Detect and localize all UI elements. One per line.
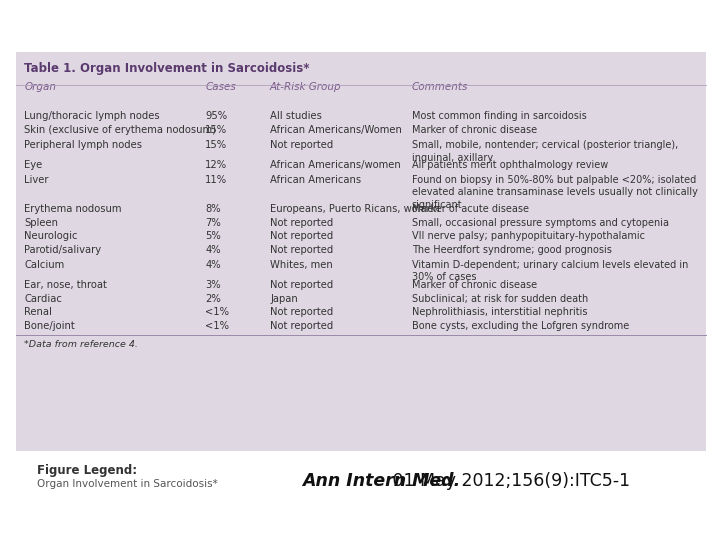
Text: <1%: <1% (205, 307, 229, 318)
Text: Not reported: Not reported (270, 245, 333, 255)
Text: 01 May 2012;156(9):ITC5-1: 01 May 2012;156(9):ITC5-1 (387, 472, 631, 490)
Text: Table 1. Organ Involvement in Sarcoidosis*: Table 1. Organ Involvement in Sarcoidosi… (24, 62, 310, 75)
Text: Marker of chronic disease: Marker of chronic disease (412, 125, 537, 135)
Text: Comments: Comments (412, 82, 468, 92)
Text: Not reported: Not reported (270, 307, 333, 318)
Text: Spleen: Spleen (24, 218, 58, 227)
Text: Vitamin D-dependent; urinary calcium levels elevated in
30% of cases: Vitamin D-dependent; urinary calcium lev… (412, 260, 688, 282)
Text: Nephrolithiasis, interstitial nephritis: Nephrolithiasis, interstitial nephritis (412, 307, 588, 318)
Text: Whites, men: Whites, men (270, 260, 333, 269)
Text: Organ Involvement in Sarcoidosis*: Organ Involvement in Sarcoidosis* (37, 480, 218, 489)
Text: Skin (exclusive of erythema nodosum): Skin (exclusive of erythema nodosum) (24, 125, 217, 135)
Text: Ann Intern Med.: Ann Intern Med. (302, 472, 461, 490)
Text: Lung/thoracic lymph nodes: Lung/thoracic lymph nodes (24, 111, 160, 121)
Text: Ear, nose, throat: Ear, nose, throat (24, 280, 107, 290)
Text: 8%: 8% (205, 204, 221, 214)
Text: Not reported: Not reported (270, 321, 333, 331)
Text: Erythema nodosum: Erythema nodosum (24, 204, 122, 214)
Text: 7%: 7% (205, 218, 221, 227)
Text: Bone/joint: Bone/joint (24, 321, 75, 331)
Text: The Heerdfort syndrome; good prognosis: The Heerdfort syndrome; good prognosis (412, 245, 612, 255)
Text: At-Risk Group: At-Risk Group (270, 82, 341, 92)
Text: Eye: Eye (24, 160, 42, 170)
FancyBboxPatch shape (16, 52, 706, 451)
Text: All patients merit ophthalmology review: All patients merit ophthalmology review (412, 160, 608, 170)
Text: Found on biopsy in 50%-80% but palpable <20%; isolated
elevated alanine transami: Found on biopsy in 50%-80% but palpable … (412, 174, 698, 210)
Text: 15%: 15% (205, 140, 228, 150)
Text: 12%: 12% (205, 160, 228, 170)
Text: Renal: Renal (24, 307, 53, 318)
Text: 3%: 3% (205, 280, 221, 290)
Text: 11%: 11% (205, 174, 228, 185)
Text: *Data from reference 4.: *Data from reference 4. (24, 340, 138, 349)
Text: All studies: All studies (270, 111, 322, 121)
Text: Parotid/salivary: Parotid/salivary (24, 245, 102, 255)
Text: Cardiac: Cardiac (24, 294, 63, 303)
Text: Japan: Japan (270, 294, 298, 303)
Text: Neurologic: Neurologic (24, 231, 78, 241)
Text: Not reported: Not reported (270, 231, 333, 241)
Text: 4%: 4% (205, 245, 221, 255)
Text: Marker of chronic disease: Marker of chronic disease (412, 280, 537, 290)
Text: Marker of acute disease: Marker of acute disease (412, 204, 528, 214)
Text: Europeans, Puerto Ricans, women: Europeans, Puerto Ricans, women (270, 204, 440, 214)
Text: Not reported: Not reported (270, 280, 333, 290)
Text: African Americans/Women: African Americans/Women (270, 125, 402, 135)
Text: 95%: 95% (205, 111, 228, 121)
Text: Cases: Cases (205, 82, 236, 92)
Text: Liver: Liver (24, 174, 49, 185)
Text: Figure Legend:: Figure Legend: (37, 464, 138, 477)
Text: <1%: <1% (205, 321, 229, 331)
Text: Bone cysts, excluding the Lofgren syndrome: Bone cysts, excluding the Lofgren syndro… (412, 321, 629, 331)
Text: 15%: 15% (205, 125, 228, 135)
Text: Not reported: Not reported (270, 218, 333, 227)
Text: African Americans: African Americans (270, 174, 361, 185)
Text: 4%: 4% (205, 260, 221, 269)
Text: Not reported: Not reported (270, 140, 333, 150)
Text: Small, mobile, nontender; cervical (posterior triangle),
inguinal, axillary: Small, mobile, nontender; cervical (post… (412, 140, 678, 163)
Text: Subclinical; at risk for sudden death: Subclinical; at risk for sudden death (412, 294, 588, 303)
Text: 2%: 2% (205, 294, 221, 303)
Text: Most common finding in sarcoidosis: Most common finding in sarcoidosis (412, 111, 587, 121)
Text: Small, occasional pressure symptoms and cytopenia: Small, occasional pressure symptoms and … (412, 218, 669, 227)
Text: Peripheral lymph nodes: Peripheral lymph nodes (24, 140, 143, 150)
Text: VII nerve palsy; panhypopituitary-hypothalamic: VII nerve palsy; panhypopituitary-hypoth… (412, 231, 645, 241)
Text: Calcium: Calcium (24, 260, 65, 269)
Text: African Americans/women: African Americans/women (270, 160, 401, 170)
Text: Organ: Organ (24, 82, 56, 92)
Text: 5%: 5% (205, 231, 221, 241)
